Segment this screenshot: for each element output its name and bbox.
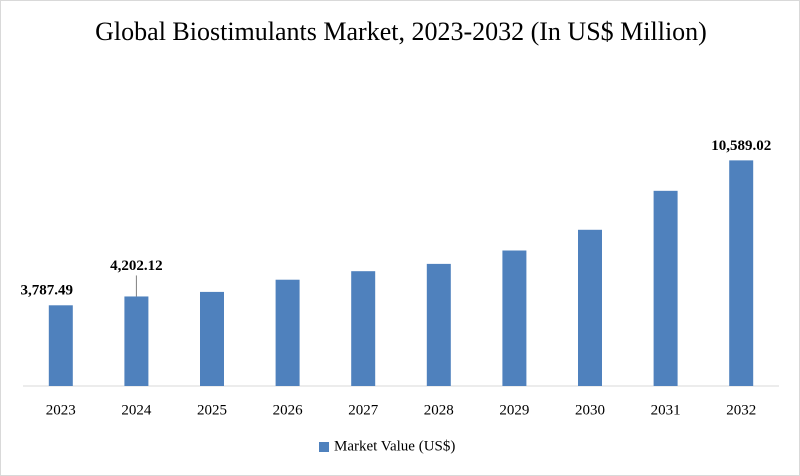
chart-title: Global Biostimulants Market, 2023-2032 (… [95, 17, 707, 46]
value-label: 10,589.02 [711, 138, 771, 154]
bar [502, 250, 527, 386]
x-tick-label: 2024 [121, 402, 152, 418]
x-tick-label: 2023 [46, 402, 76, 418]
bar [653, 190, 678, 386]
x-tick-label: 2032 [726, 402, 756, 418]
bar [426, 263, 451, 386]
value-label: 3,787.49 [21, 283, 74, 299]
legend-swatch [319, 442, 329, 452]
bar [351, 271, 376, 386]
bar [124, 296, 149, 386]
legend-label: Market Value (US$) [334, 438, 455, 454]
bar [200, 291, 224, 386]
x-tick-label: 2029 [499, 402, 529, 418]
x-tick-label: 2030 [575, 402, 605, 418]
bar [48, 305, 73, 386]
x-tick-label: 2027 [348, 402, 379, 418]
bar [729, 160, 754, 386]
x-tick-label: 2028 [424, 402, 454, 418]
bar [578, 229, 602, 386]
x-tick-label: 2026 [273, 402, 304, 418]
x-tick-label: 2031 [651, 402, 681, 418]
value-label: 4,202.12 [110, 258, 163, 274]
bar [275, 279, 300, 386]
x-tick-label: 2025 [197, 402, 227, 418]
